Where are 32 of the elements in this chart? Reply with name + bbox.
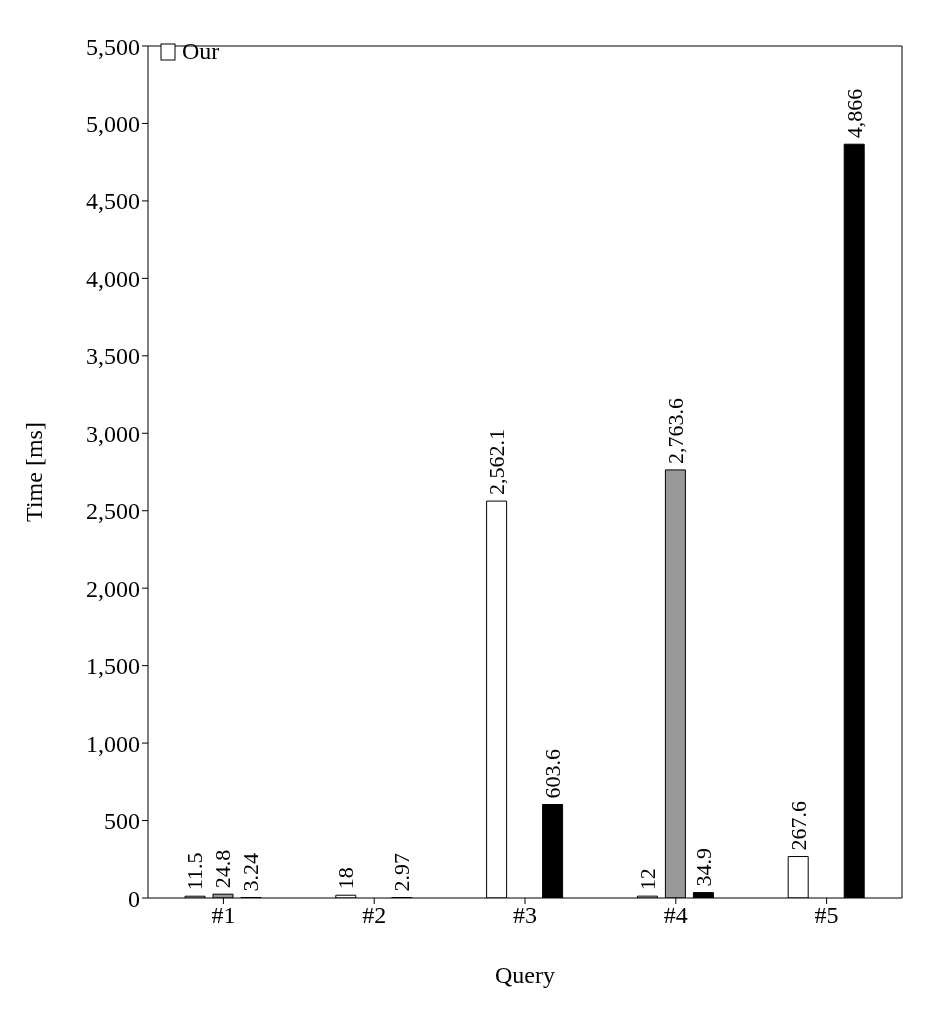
y-tick-label: 5,000 [86,110,140,137]
legend-label: Our [182,38,220,65]
y-tick-label: 3,500 [86,343,140,370]
x-tick-label: #4 [663,902,688,929]
data-label: 2,562.1 [484,429,510,496]
y-tick-label: 4,000 [86,265,140,292]
data-label: 34.9 [690,848,716,887]
y-tick-label: 0 [128,885,140,912]
data-label: 24.8 [210,849,236,889]
y-tick-label: 5,500 [86,33,140,60]
x-tick-label: #3 [513,902,537,929]
data-label: 2,763.6 [662,397,688,464]
x-tick-label: #1 [211,902,236,929]
y-tick-label: 4,500 [86,188,140,215]
x-axis-title: Query [495,962,555,988]
data-label: 18 [333,867,359,890]
y-tick-label: 3,000 [86,420,140,447]
data-label: 267.6 [785,801,811,851]
y-tick-label: 500 [104,808,140,835]
data-label: 3.24 [238,853,264,892]
y-axis-title: Time [ms] [20,422,47,522]
x-tick-label: #2 [362,902,387,929]
data-label: 4,866 [841,88,867,139]
y-tick-label: 2,000 [86,575,140,602]
x-tick-label: #5 [814,902,839,929]
data-label: 12 [634,868,660,891]
y-tick-label: 2,500 [86,498,140,525]
y-tick-label: 1,500 [86,653,140,680]
data-label: 11.5 [182,852,208,891]
data-label: 2.97 [389,853,415,892]
y-tick-label: 1,000 [86,730,140,757]
data-label: 603.6 [540,749,566,799]
